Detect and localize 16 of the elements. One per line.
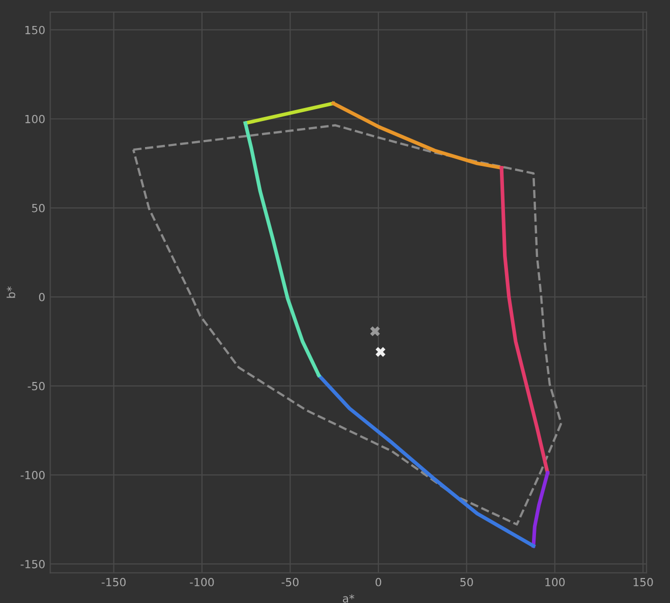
x-tick-label: -50 bbox=[282, 578, 299, 586]
y-tick-label: 0 bbox=[39, 292, 45, 302]
x-tick-label: 100 bbox=[545, 578, 565, 586]
y-tick-label: -50 bbox=[28, 382, 45, 390]
x-tick-label: -100 bbox=[190, 578, 214, 586]
x-tick-label: 50 bbox=[460, 578, 473, 586]
x-axis-title: a* bbox=[342, 594, 354, 603]
y-tick-label: 50 bbox=[32, 204, 45, 212]
x-tick-label: -150 bbox=[102, 578, 126, 586]
y-tick-label: -150 bbox=[20, 560, 45, 568]
x-tick-label: 150 bbox=[634, 578, 653, 586]
y-tick-label: -100 bbox=[20, 470, 45, 480]
y-tick-label: 150 bbox=[25, 26, 45, 34]
x-tick-label: 0 bbox=[376, 578, 382, 586]
y-tick-label: 100 bbox=[25, 114, 45, 124]
y-axis-title: b* bbox=[6, 286, 16, 298]
